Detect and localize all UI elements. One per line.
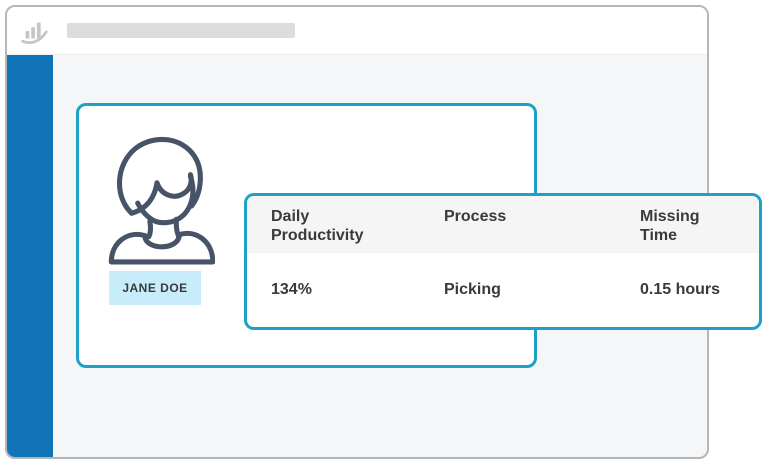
table-row: 134% Picking 0.15 hours xyxy=(247,253,759,327)
window-topbar xyxy=(7,7,707,55)
cell-process: Picking xyxy=(444,281,501,298)
table-header-row: Daily Productivity Process Missing Time xyxy=(247,196,759,253)
column-header-process: Process xyxy=(444,208,507,225)
woman-avatar-icon xyxy=(101,128,216,266)
column-header-daily-productivity: Daily Productivity xyxy=(271,208,364,245)
address-bar-placeholder[interactable] xyxy=(67,23,295,38)
employee-name-badge: JANE DOE xyxy=(109,271,201,305)
cell-daily-productivity: 134% xyxy=(271,281,312,298)
productivity-stats-table: Daily Productivity Process Missing Time … xyxy=(244,193,762,330)
column-header-missing-time: Missing Time xyxy=(640,208,700,245)
cell-missing-time: 0.15 hours xyxy=(640,281,721,298)
sidebar-nav xyxy=(7,55,53,457)
employee-name: JANE DOE xyxy=(122,281,188,295)
bar-chart-logo-icon xyxy=(19,15,51,47)
